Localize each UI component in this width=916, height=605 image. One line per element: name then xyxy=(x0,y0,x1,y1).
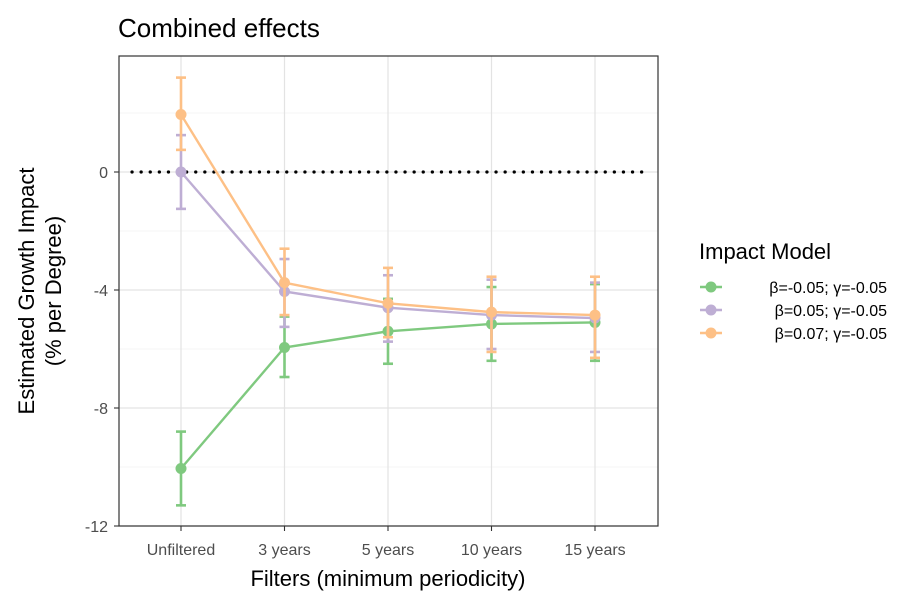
x-tick-label: 10 years xyxy=(461,542,522,559)
legend-item: β=0.05; γ=-0.05 xyxy=(700,303,887,320)
data-point xyxy=(175,166,187,178)
legend: Impact Model β=-0.05; γ=-0.05 β=0.05; γ=-… xyxy=(699,239,887,343)
y-axis-label-line2: (% per Degree) xyxy=(41,216,66,366)
data-point xyxy=(175,108,187,120)
data-point xyxy=(382,297,394,309)
x-tick-label: Unfiltered xyxy=(147,542,215,559)
legend-item: β=-0.05; γ=-0.05 xyxy=(700,280,887,297)
data-point xyxy=(486,306,497,318)
chart-title: Combined effects xyxy=(118,13,320,43)
x-tick-label: 5 years xyxy=(362,542,414,559)
x-tick-label: 3 years xyxy=(258,542,310,559)
x-axis-label: Filters (minimum periodicity) xyxy=(250,566,525,591)
data-point xyxy=(175,462,187,474)
series-3 xyxy=(175,76,601,360)
x-tick-label: 15 years xyxy=(564,542,625,559)
y-tick-label: -12 xyxy=(85,519,108,536)
legend-item: β=0.07; γ=-0.05 xyxy=(700,326,887,343)
legend-key-point xyxy=(705,281,717,293)
y-axis-label-line1: Estimated Growth Impact xyxy=(14,168,39,415)
y-tick-label: -8 xyxy=(94,401,108,418)
y-axis-label-group: Estimated Growth Impact (% per Degree) xyxy=(14,168,66,415)
x-axis: Unfiltered 3 years 5 years 10 years 15 years xyxy=(147,526,626,559)
legend-label: β=0.05; γ=-0.05 xyxy=(775,303,887,320)
series-layer xyxy=(175,76,601,507)
data-point xyxy=(589,309,601,321)
legend-title: Impact Model xyxy=(699,239,831,264)
legend-label: β=0.07; γ=-0.05 xyxy=(775,326,887,343)
y-axis: 0 -4 -8 -12 xyxy=(85,165,119,536)
legend-key-point xyxy=(705,304,717,316)
legend-key-point xyxy=(705,327,717,339)
data-point xyxy=(279,342,290,354)
y-tick-label: 0 xyxy=(99,165,108,182)
data-point xyxy=(279,277,290,289)
legend-label: β=-0.05; γ=-0.05 xyxy=(769,280,887,297)
y-tick-label: -4 xyxy=(94,283,108,300)
